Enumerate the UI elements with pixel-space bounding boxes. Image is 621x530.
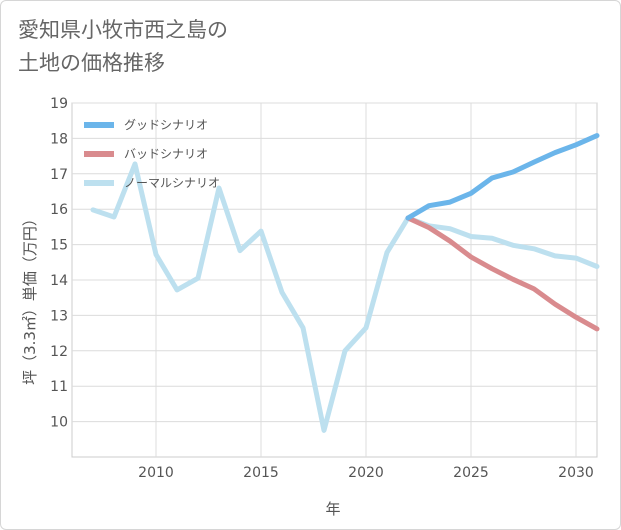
y-tick-label: 17 xyxy=(50,167,68,183)
series-line-1 xyxy=(405,215,600,332)
chart-title: 愛知県小牧市西之島の 土地の価格推移 xyxy=(18,14,228,80)
x-tick-label: 2020 xyxy=(348,465,384,481)
x-tick-label: 2025 xyxy=(453,465,489,481)
legend-label: グッドシナリオ xyxy=(124,118,208,132)
y-tick-label: 13 xyxy=(50,308,68,324)
x-tick-label: 2015 xyxy=(243,465,279,481)
y-tick-label: 12 xyxy=(50,344,68,360)
y-tick-label: 16 xyxy=(50,202,68,218)
series-lines xyxy=(90,133,600,433)
y-tick-label: 18 xyxy=(50,131,68,147)
series-line-2 xyxy=(90,161,600,433)
title-line-1: 愛知県小牧市西之島の xyxy=(18,18,228,42)
y-tick-label: 10 xyxy=(50,415,68,431)
legend-label: バッドシナリオ xyxy=(124,147,208,161)
y-tick-label: 14 xyxy=(50,273,68,289)
y-axis-ticks: 10 11 12 13 14 15 16 17 18 19 xyxy=(50,96,68,431)
x-axis-ticks: 2010 2015 2020 2025 2030 xyxy=(138,465,594,481)
y-axis-label: 坪（3.3㎡）単価（万円） xyxy=(21,211,39,385)
title-line-2: 土地の価格推移 xyxy=(18,51,165,75)
y-tick-label: 11 xyxy=(50,379,68,395)
series-line-0 xyxy=(405,133,600,221)
y-tick-label: 19 xyxy=(50,96,68,112)
x-tick-label: 2010 xyxy=(138,465,174,481)
legend-label: ノーマルシナリオ xyxy=(124,176,220,190)
x-axis-label: 年 xyxy=(325,500,340,518)
x-tick-label: 2030 xyxy=(558,465,594,481)
y-tick-label: 15 xyxy=(50,238,68,254)
